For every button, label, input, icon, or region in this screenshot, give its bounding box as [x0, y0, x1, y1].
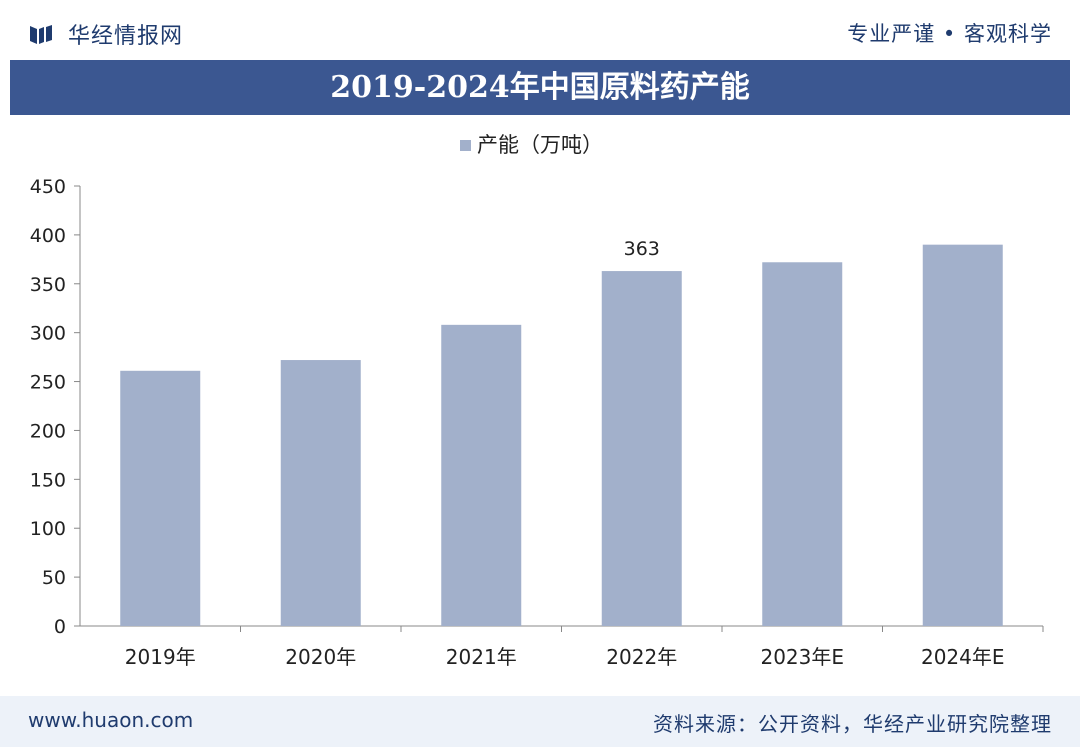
- legend-label: 产能（万吨）: [477, 133, 603, 157]
- bar: [120, 370, 201, 626]
- x-tick-label: 2020年: [285, 645, 356, 669]
- y-tick-label: 150: [30, 469, 66, 491]
- title-bar: 2019-2024年中国原料药产能: [10, 60, 1070, 115]
- y-tick-label: 350: [30, 274, 66, 296]
- source-note: 资料来源：公开资料，华经产业研究院整理: [653, 712, 1052, 736]
- x-tick-label: 2019年: [125, 645, 196, 669]
- bar-chart: 产能（万吨） 0 50 100 150 200 250 300 350 400 450 2019年 20…: [30, 133, 1044, 669]
- bar: [280, 360, 361, 626]
- bar: [762, 262, 843, 626]
- y-tick-label: 0: [54, 616, 66, 638]
- y-tick-label: 100: [30, 518, 66, 540]
- x-tick-label: 2024年E: [921, 645, 1005, 669]
- bar: [601, 271, 682, 626]
- bar: [441, 324, 522, 626]
- x-tick-label: 2021年: [446, 645, 517, 669]
- y-tick-label: 300: [30, 323, 66, 345]
- y-tick-label: 250: [30, 372, 66, 394]
- y-tick-label: 400: [30, 225, 66, 247]
- footer: www.huaon.com 资料来源：公开资料，华经产业研究院整理: [0, 696, 1080, 747]
- bar: [922, 244, 1003, 626]
- header: 华经情报网 专业严谨 • 客观科学: [0, 0, 1080, 58]
- data-label: 363: [624, 238, 660, 260]
- y-tick-label: 450: [30, 176, 66, 198]
- legend-swatch: [460, 140, 471, 151]
- y-tick-label: 50: [42, 567, 66, 589]
- x-tick-label: 2022年: [606, 645, 677, 669]
- brand-name: 华经情报网: [68, 24, 184, 49]
- x-tick-label: 2023年E: [760, 645, 844, 669]
- chart-title: 2019-2024年中国原料药产能: [330, 70, 750, 105]
- website-link[interactable]: www.huaon.com: [28, 708, 194, 732]
- y-tick-label: 200: [30, 420, 66, 442]
- huajing-logo-icon: [30, 25, 52, 44]
- slogan: 专业严谨 • 客观科学: [847, 22, 1052, 46]
